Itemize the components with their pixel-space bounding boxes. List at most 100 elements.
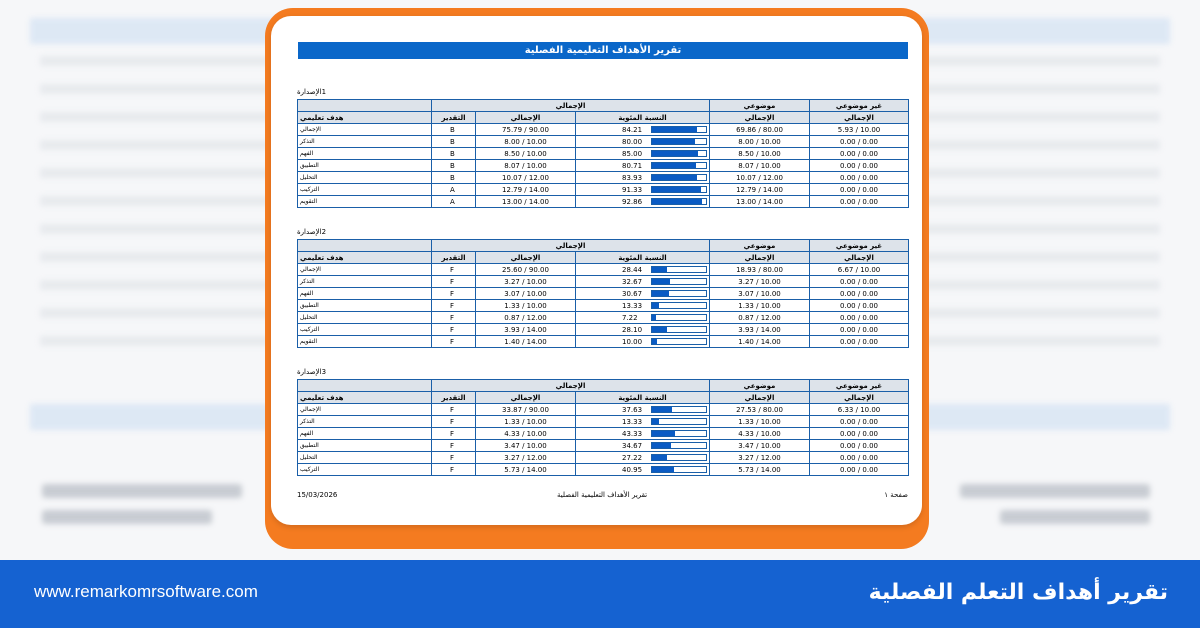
percentage-cell: 92.86 [574, 195, 711, 208]
category-cell: التحليل [297, 451, 432, 464]
footer-page: صفحة ١ [884, 491, 908, 499]
category-cell: الفهم [297, 147, 432, 160]
percentage-bar [651, 326, 708, 333]
objective-cell: 3.27 / 12.00 [709, 451, 811, 464]
percentage-bar-fill [652, 187, 702, 192]
grade-cell: A [431, 183, 476, 196]
percentage-value: 34.67 [622, 441, 643, 450]
header-objective: موضوعي [709, 239, 811, 252]
header-grade: التقدير [431, 251, 476, 264]
percentage-cell: 28.44 [574, 263, 711, 276]
category-cell: الفهم [297, 427, 432, 440]
grade-cell: F [431, 427, 476, 440]
grade-cell: F [431, 335, 476, 348]
total-cell: 10.07 / 12.00 [475, 171, 576, 184]
non-objective-cell: 5.93 / 10.00 [809, 123, 910, 136]
percentage-value: 32.67 [622, 277, 643, 286]
total-cell: 8.07 / 10.00 [475, 159, 576, 172]
percentage-bar-fill [652, 199, 703, 204]
table-row: التذكر F 3.27 / 10.00 32.67 3.27 / 10.00 0.00… [297, 275, 910, 288]
header-blank [297, 239, 432, 252]
grade-cell: F [431, 403, 476, 416]
grade-cell: F [431, 275, 476, 288]
website-url[interactable]: www.remarkomrsoftware.com [34, 582, 258, 601]
objective-cell: 3.27 / 10.00 [709, 275, 811, 288]
percentage-bar [651, 418, 708, 425]
non-objective-cell: 0.00 / 0.00 [809, 311, 910, 324]
table-row: التطبيق B 8.07 / 10.00 80.71 8.07 / 10.00 0.0… [297, 159, 910, 172]
percentage-bar [651, 430, 708, 437]
header-objective-total: الإجمالي [709, 391, 811, 404]
category-cell: التطبيق [297, 299, 432, 312]
percentage-bar [651, 150, 708, 157]
table-row: التقويم A 13.00 / 14.00 92.86 13.00 / 14.00 0… [297, 195, 910, 208]
objective-cell: 10.07 / 12.00 [709, 171, 811, 184]
table-row: التركيب F 3.93 / 14.00 28.10 3.93 / 14.00 0.0… [297, 323, 910, 336]
grade-cell: F [431, 299, 476, 312]
non-objective-cell: 0.00 / 0.00 [809, 427, 910, 440]
header-objective: موضوعي [709, 99, 811, 112]
table-row: التقويم F 1.40 / 14.00 10.00 1.40 / 14.00 0.0… [297, 335, 910, 348]
percentage-cell: 91.33 [574, 183, 711, 196]
percentage-value: 37.63 [622, 405, 643, 414]
category-cell: التحليل [297, 311, 432, 324]
header-grade: التقدير [431, 111, 476, 124]
header-learning-goal: هدف تعليمي [297, 111, 432, 124]
grade-cell: F [431, 287, 476, 300]
grade-cell: B [431, 135, 476, 148]
percentage-bar-fill [652, 419, 660, 424]
percentage-cell: 30.67 [574, 287, 711, 300]
percentage-value: 10.00 [622, 337, 643, 346]
header-non-objective: غير موضوعي [809, 99, 910, 112]
version-table: الإجمالي موضوعي غير موضوعي هدف تعليمي التقدي… [297, 379, 910, 476]
percentage-bar-fill [652, 151, 698, 156]
percentage-cell: 84.21 [574, 123, 711, 136]
total-cell: 3.93 / 14.00 [475, 323, 576, 336]
percentage-value: 28.10 [622, 325, 643, 334]
percentage-bar-fill [652, 315, 656, 320]
category-cell: التقويم [297, 335, 432, 348]
table-row: الإجمالي F 33.87 / 90.00 37.63 27.53 / 80.00… [297, 403, 910, 416]
percentage-bar [651, 186, 708, 193]
table-row: التحليل F 3.27 / 12.00 27.22 3.27 / 12.00 0.0… [297, 451, 910, 464]
percentage-bar [651, 290, 708, 297]
percentage-value: 13.33 [622, 301, 643, 310]
header-total-group: الإجمالي [430, 239, 711, 252]
non-objective-cell: 0.00 / 0.00 [809, 451, 910, 464]
version-label: الإصدارة1 [297, 88, 354, 96]
total-cell: 1.40 / 14.00 [475, 335, 576, 348]
percentage-bar-fill [652, 267, 668, 272]
percentage-cell: 7.22 [574, 311, 711, 324]
total-cell: 25.60 / 90.00 [475, 263, 576, 276]
percentage-bar [651, 138, 708, 145]
version-number: 2 [321, 228, 327, 236]
header-total: الإجمالي [475, 111, 576, 124]
non-objective-cell: 0.00 / 0.00 [809, 147, 910, 160]
header-grade: التقدير [431, 391, 476, 404]
non-objective-cell: 0.00 / 0.00 [809, 439, 910, 452]
version-word: الإصدارة [297, 368, 322, 376]
total-cell: 12.79 / 14.00 [475, 183, 576, 196]
category-cell: التركيب [297, 183, 432, 196]
table-row: التركيب F 5.73 / 14.00 40.95 5.73 / 14.00 0.0… [297, 463, 910, 476]
percentage-value: 27.22 [622, 453, 643, 462]
category-cell: الإجمالي [297, 123, 432, 136]
percentage-bar-fill [652, 339, 658, 344]
total-cell: 5.73 / 14.00 [475, 463, 576, 476]
header-blank [297, 99, 432, 112]
non-objective-cell: 0.00 / 0.00 [809, 135, 910, 148]
percentage-bar-fill [652, 303, 660, 308]
percentage-cell: 80.71 [574, 159, 711, 172]
table-row: التذكر B 8.00 / 10.00 80.00 8.00 / 10.00 0.00… [297, 135, 910, 148]
header-objective-total: الإجمالي [709, 251, 811, 264]
version-table: الإجمالي موضوعي غير موضوعي هدف تعليمي التقدي… [297, 239, 910, 348]
header-learning-goal: هدف تعليمي [297, 391, 432, 404]
percentage-bar [651, 302, 708, 309]
non-objective-cell: 0.00 / 0.00 [809, 299, 910, 312]
total-cell: 13.00 / 14.00 [475, 195, 576, 208]
percentage-cell: 37.63 [574, 403, 711, 416]
header-total: الإجمالي [475, 251, 576, 264]
total-cell: 3.07 / 10.00 [475, 287, 576, 300]
percentage-bar [651, 278, 708, 285]
objective-cell: 4.33 / 10.00 [709, 427, 811, 440]
